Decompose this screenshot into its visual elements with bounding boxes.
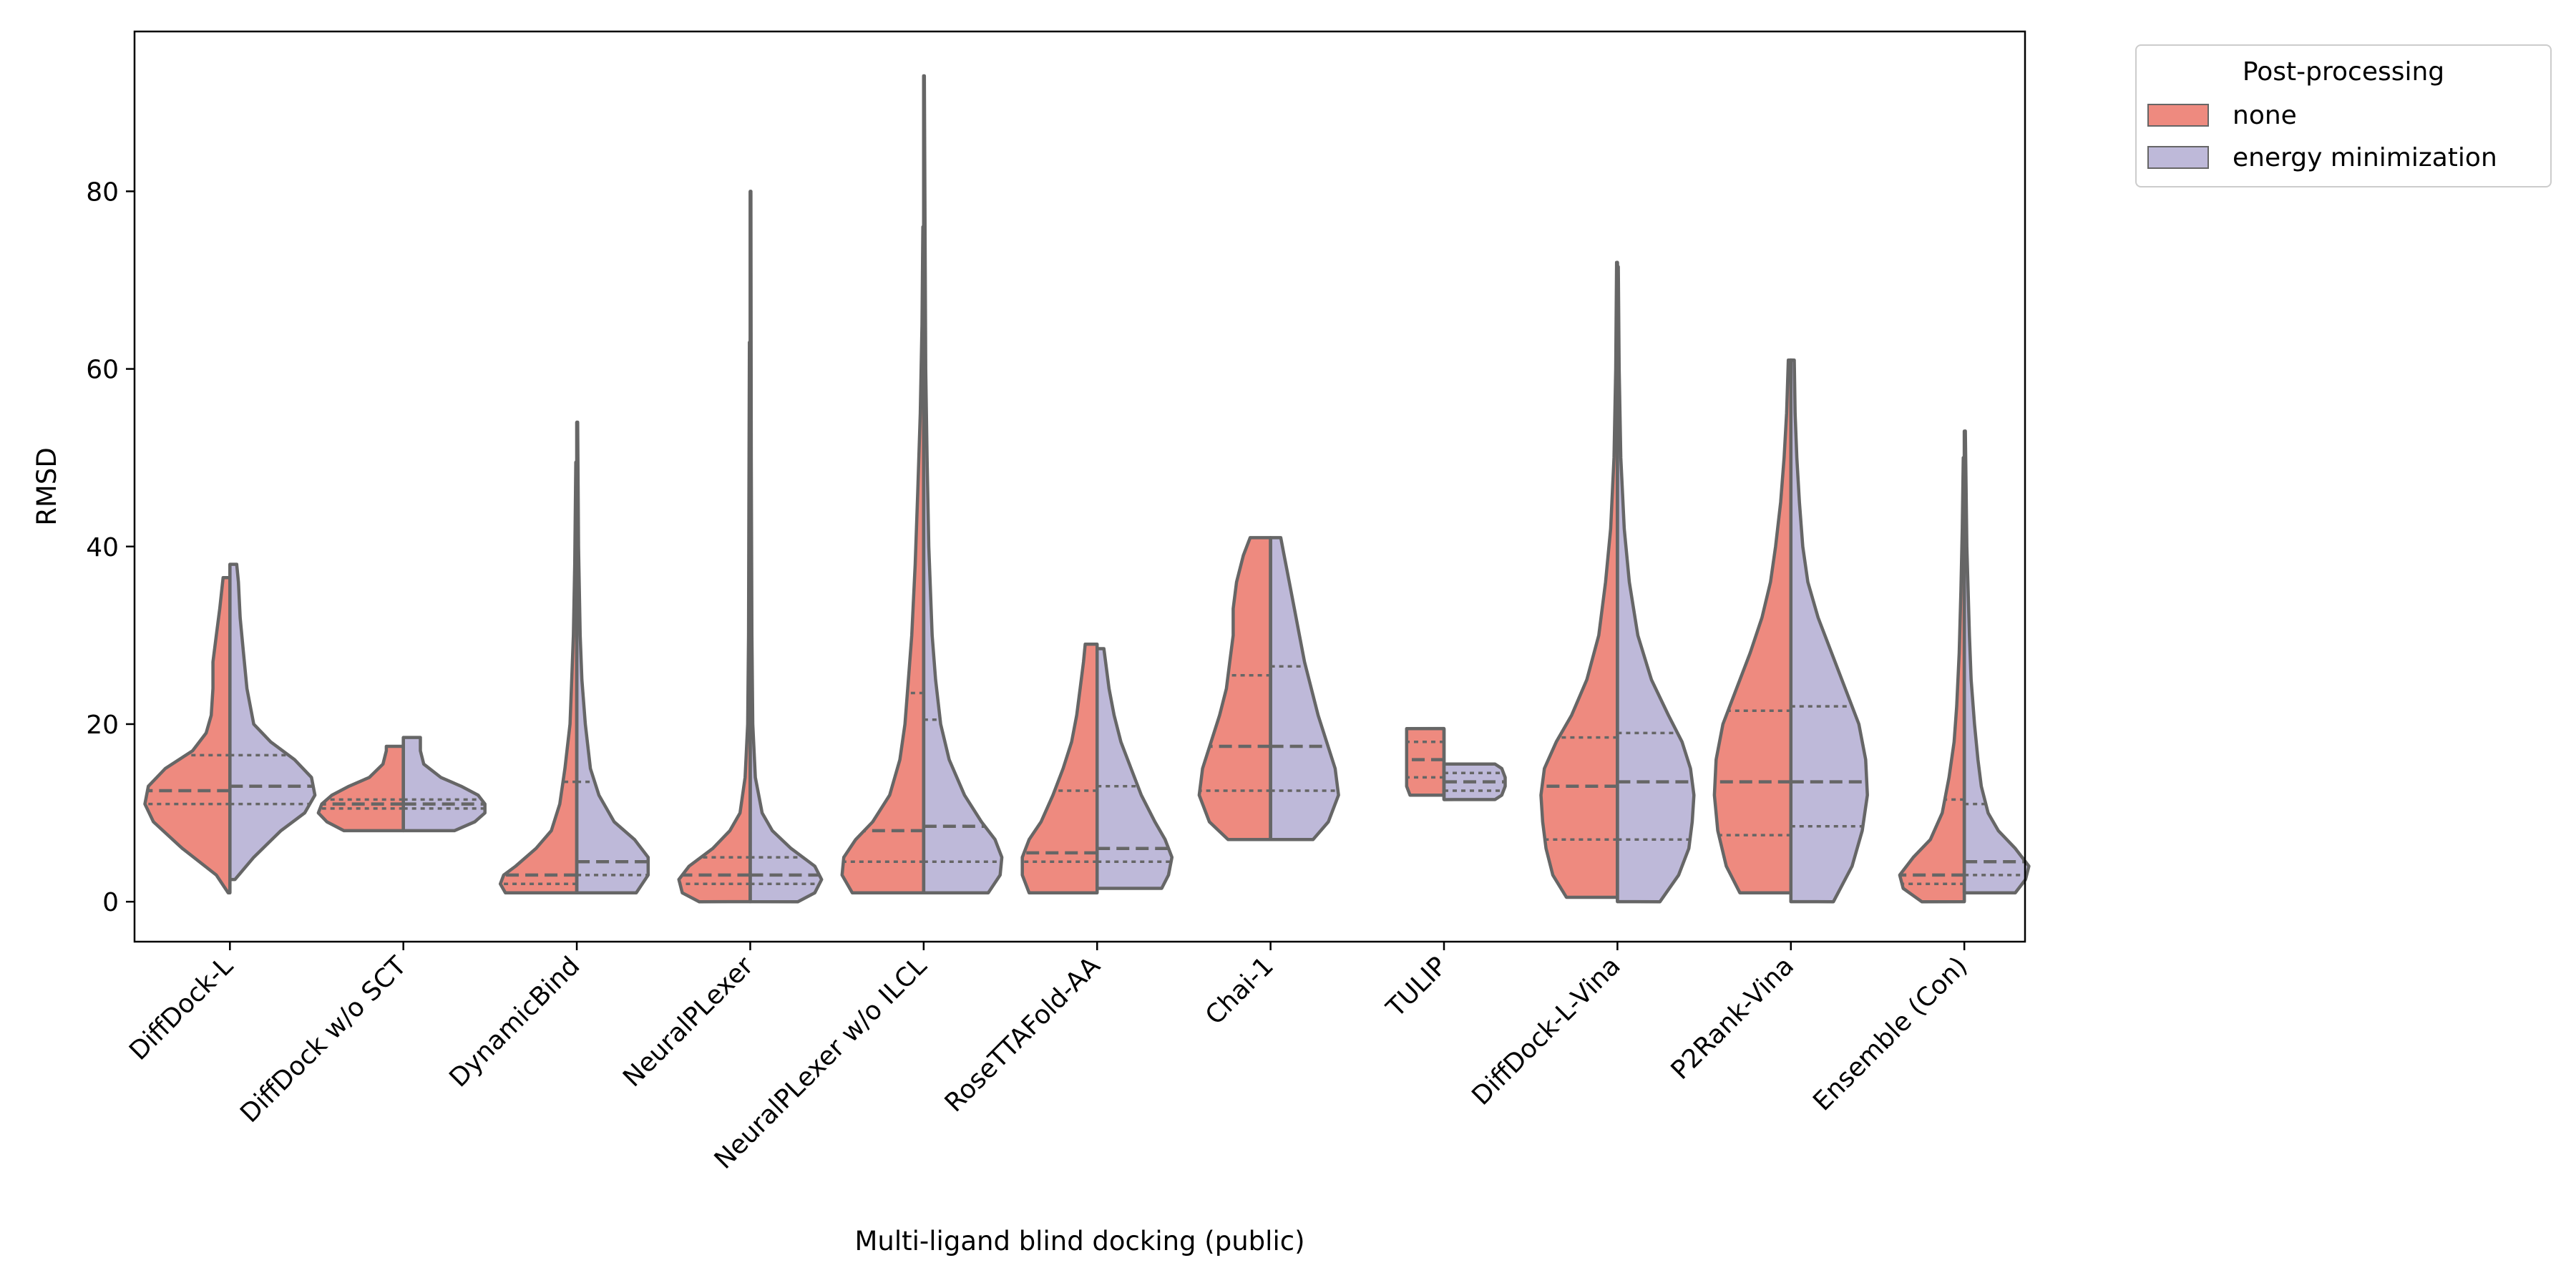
legend: Post-processing none energy minimization [2135, 44, 2552, 187]
y-tick-label: 20 [86, 711, 119, 740]
y-axis: 0 20 40 60 80 [86, 177, 135, 917]
violin-energy-min-diffdock-w-o-sct [401, 736, 487, 833]
legend-swatch-energy-minimization [2147, 146, 2209, 169]
violin-body [1020, 643, 1099, 894]
violin-none-rosettafold-aa [1020, 643, 1099, 894]
violin-body [1789, 358, 1869, 904]
violin-body [1712, 358, 1793, 894]
legend-title: Post-processing [2243, 57, 2444, 87]
violin-energy-min-p2rank-vina [1789, 358, 1869, 904]
violin-body [1095, 647, 1174, 890]
legend-label-none: none [2233, 101, 2297, 130]
y-axis-title: RMSD [31, 447, 62, 526]
violin-energy-min-rosettafold-aa [1095, 647, 1174, 890]
violin-energy-min-tulip [1442, 762, 1507, 801]
y-tick-label: 0 [102, 888, 119, 917]
violin-body [228, 562, 317, 882]
violin-body [1197, 536, 1272, 841]
violin-energy-min-chai-1 [1269, 536, 1340, 841]
y-tick-label: 80 [86, 177, 119, 207]
violin-energy-min-ensemble-con- [1962, 429, 2031, 894]
violin-none-diffdock-w-o-sct [316, 744, 405, 833]
violin-body [1405, 726, 1446, 797]
violin-body [1962, 429, 2031, 894]
violin-none-tulip [1405, 726, 1446, 797]
violin-energy-min-diffdock-l [228, 562, 317, 882]
plot-frame [133, 30, 2026, 943]
y-tick-label: 60 [86, 356, 119, 385]
violin-none-p2rank-vina [1712, 358, 1793, 894]
violin-none-diffdock-l [143, 575, 232, 894]
violin-body [143, 575, 232, 894]
y-tick-label: 40 [86, 533, 119, 562]
violin-body [1269, 536, 1340, 841]
legend-swatch-none [2147, 104, 2209, 127]
violin-none-chai-1 [1197, 536, 1272, 841]
legend-label-energy-minimization: energy minimization [2233, 143, 2497, 172]
violins-layer [143, 74, 2031, 904]
legend-box [2135, 44, 2552, 187]
x-axis-title: Multi-ligand blind docking (public) [854, 1226, 1304, 1257]
